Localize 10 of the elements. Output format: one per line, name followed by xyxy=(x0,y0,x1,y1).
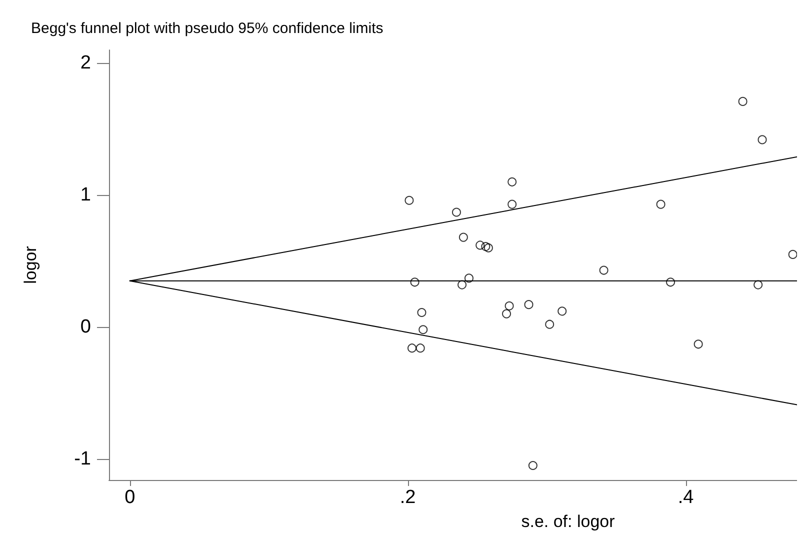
chart-title: Begg's funnel plot with pseudo 95% confidence limits xyxy=(31,20,384,37)
x-tick-label: 0 xyxy=(124,487,136,508)
x-tick-label: .2 xyxy=(400,487,416,508)
y-axis-title: logor xyxy=(21,246,40,284)
x-tick-label: .4 xyxy=(678,487,694,508)
y-tick-label: 0 xyxy=(80,316,91,338)
y-tick-label: 2 xyxy=(80,52,91,74)
x-axis-title: s.e. of: logor xyxy=(521,512,616,531)
y-tick-label: 1 xyxy=(80,184,91,206)
y-tick-label: -1 xyxy=(74,448,91,470)
